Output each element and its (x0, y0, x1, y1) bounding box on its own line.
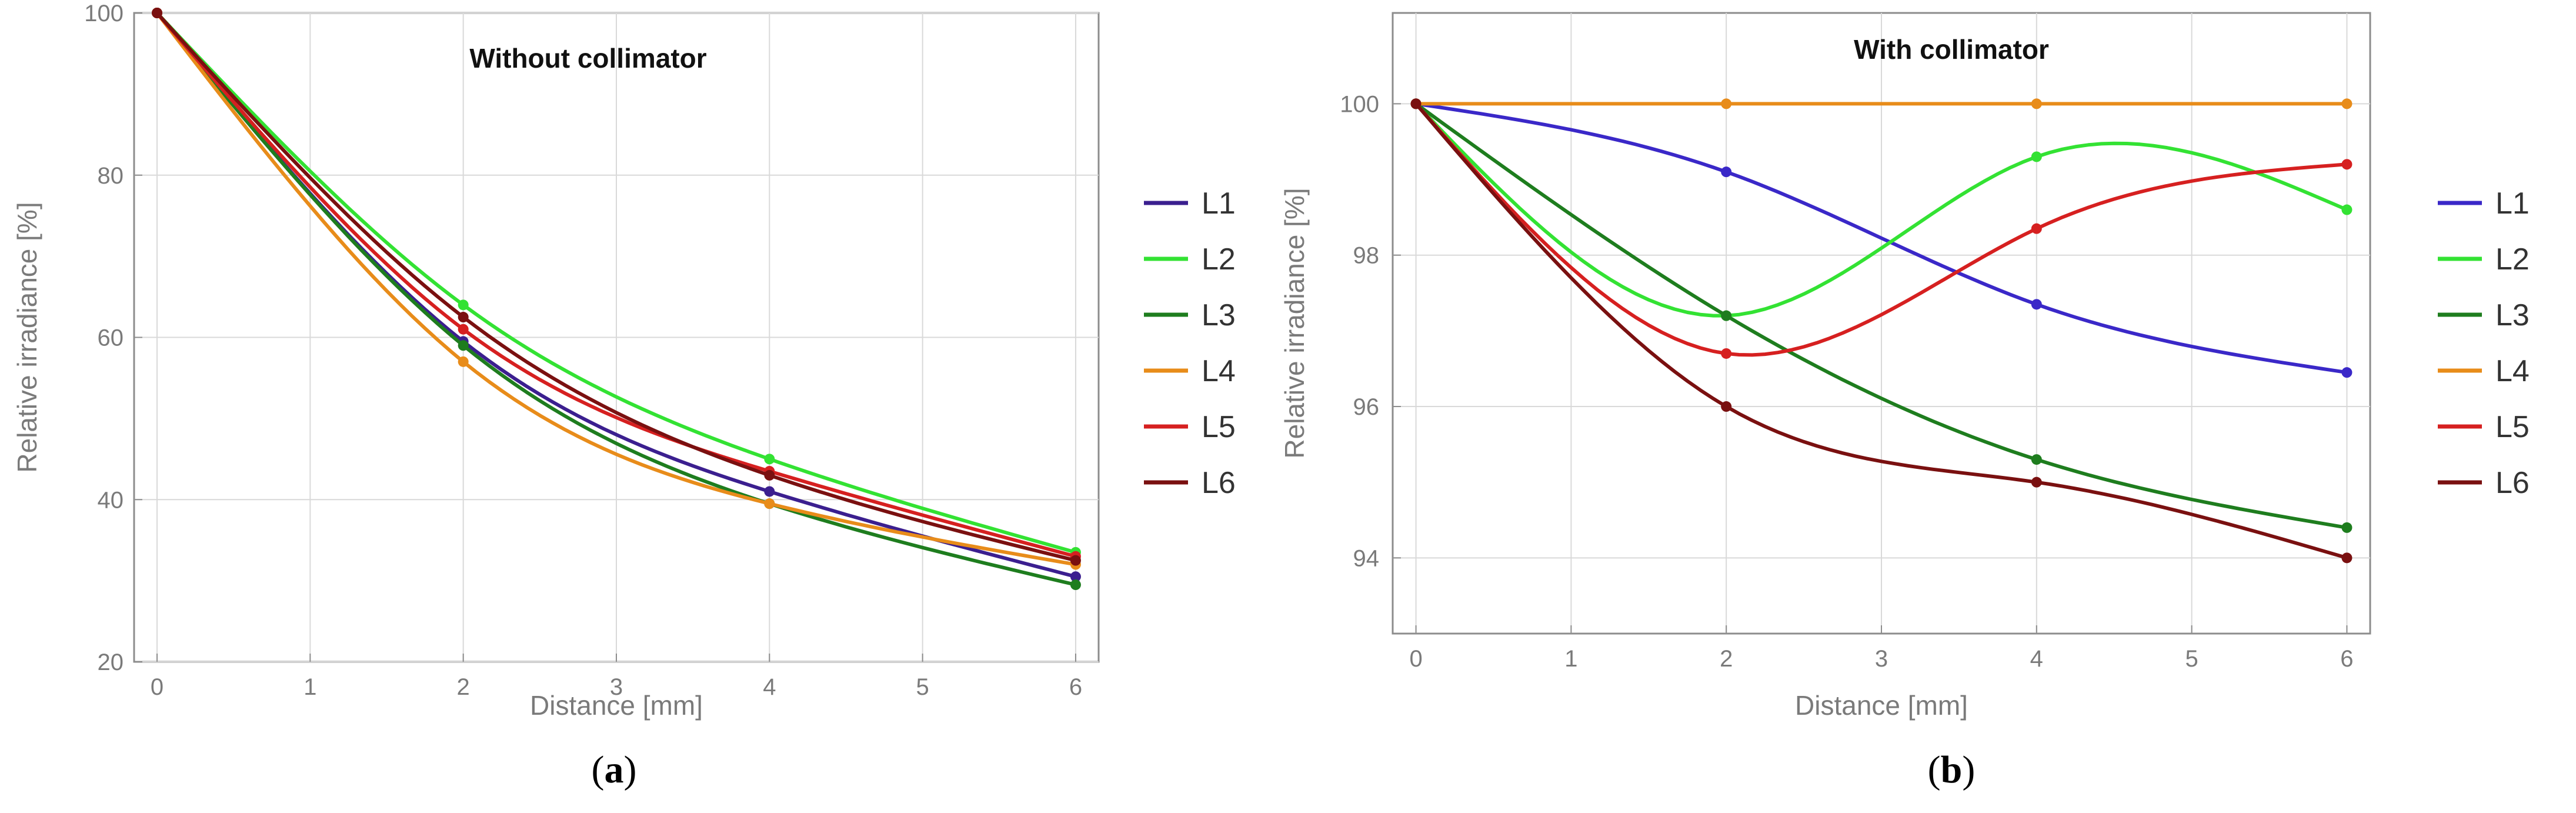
data-point-L6 (1410, 98, 1422, 109)
data-point-L3 (458, 340, 469, 351)
data-point-L4 (2031, 98, 2042, 109)
panel-a: 0 1 2 3 4 5 6 20 40 60 80 100 Distance [mm] Relative … (12, 1, 1236, 791)
x-tick-label: 1 (303, 674, 316, 700)
data-point-L6 (458, 312, 469, 323)
data-point-L1 (764, 486, 775, 497)
data-point-L3 (2031, 454, 2042, 465)
data-point-L5 (1721, 348, 1732, 359)
data-point-L4 (2341, 98, 2353, 109)
x-tick-label: 5 (2185, 646, 2198, 672)
data-point-L3 (2341, 522, 2353, 533)
data-point-L4 (764, 498, 775, 509)
x-axis-label: Distance [mm] (530, 690, 703, 721)
x-tick-label: 0 (1409, 646, 1422, 672)
data-point-L6 (764, 469, 775, 481)
x-axis-label: Distance [mm] (1795, 690, 1968, 721)
y-tick-label: 98 (1353, 243, 1380, 269)
data-point-L2 (2341, 204, 2353, 215)
y-tick-label: 80 (98, 163, 124, 189)
legend-label-L4: L4 (2495, 354, 2530, 388)
data-point-L6 (1070, 555, 1081, 566)
x-tick-label: 1 (1564, 646, 1577, 672)
legend-label-L1: L1 (2495, 186, 2530, 221)
data-point-L3 (1070, 579, 1081, 591)
legend-label-L6: L6 (2495, 466, 2530, 500)
data-point-L6 (1721, 401, 1732, 412)
legend-label-L2: L2 (1202, 242, 1236, 276)
data-point-L4 (458, 356, 469, 367)
x-tick-label: 6 (1069, 674, 1082, 700)
series-line-L6 (1414, 102, 2348, 560)
y-tick-label: 96 (1353, 394, 1380, 420)
x-tick-label: 2 (1720, 646, 1733, 672)
data-point-L6 (2341, 552, 2353, 564)
x-tick-label: 3 (610, 674, 623, 700)
data-point-L2 (764, 454, 775, 465)
legend-label-L2: L2 (2495, 242, 2530, 276)
legend-label-L1: L1 (1202, 186, 1236, 221)
data-point-L2 (2031, 151, 2042, 162)
series-line-L4 (155, 12, 1076, 567)
series-line-L2 (155, 11, 1076, 554)
data-point-L6 (2031, 477, 2042, 488)
legend-label-L3: L3 (1202, 298, 1236, 332)
x-tick-label: 5 (916, 674, 929, 700)
legend-label-L5: L5 (2495, 410, 2530, 444)
panel-caption: (b) (1928, 748, 1976, 791)
legend-label-L3: L3 (2495, 298, 2530, 332)
y-tick-label: 20 (98, 649, 124, 675)
series-line-L3 (155, 12, 1076, 587)
y-axis-label: Relative irradiance [%] (12, 202, 42, 472)
legend-label-L4: L4 (1202, 354, 1236, 388)
data-point-L1 (1070, 571, 1081, 582)
y-axis-label: Relative irradiance [%] (1279, 188, 1310, 458)
x-tick-label: 2 (457, 674, 470, 700)
x-tick-label: 4 (2030, 646, 2043, 672)
y-tick-label: 40 (98, 487, 124, 513)
series-line-L5 (1414, 102, 2347, 357)
series-line-L2 (1414, 102, 2348, 318)
data-point-L5 (2341, 159, 2353, 170)
data-point-L1 (2341, 367, 2353, 378)
y-tick-label: 100 (1340, 91, 1379, 117)
y-tick-label: 100 (84, 1, 124, 26)
data-point-L5 (2031, 223, 2042, 234)
panel-b: 0 1 2 3 4 5 6 94 96 98 100 Distance [mm] Relative ir… (1279, 12, 2530, 791)
x-tick-label: 3 (1875, 646, 1888, 672)
panel-caption: (a) (592, 748, 637, 791)
x-tick-label: 0 (151, 674, 163, 700)
data-point-L4 (1721, 98, 1732, 109)
x-tick-label: 6 (2340, 646, 2353, 672)
data-point-L5 (458, 324, 469, 335)
series-line-L6 (155, 11, 1076, 562)
y-tick-label: 60 (98, 325, 124, 351)
series-line-L5 (155, 12, 1076, 558)
x-tick-label: 4 (763, 674, 776, 700)
series-line-L3 (1414, 102, 2347, 529)
data-point-L1 (1721, 166, 1732, 178)
legend-label-L5: L5 (1202, 410, 1236, 444)
data-point-L2 (458, 299, 469, 311)
data-point-L1 (2031, 299, 2042, 310)
chart-title: Without collimator (469, 43, 706, 74)
series-line-L1 (1416, 102, 2347, 375)
legend-label-L6: L6 (1202, 466, 1236, 500)
y-tick-label: 94 (1353, 545, 1380, 571)
chart-title: With collimator (1854, 34, 2049, 65)
data-point-L3 (1721, 310, 1732, 321)
data-point-L6 (152, 8, 163, 18)
